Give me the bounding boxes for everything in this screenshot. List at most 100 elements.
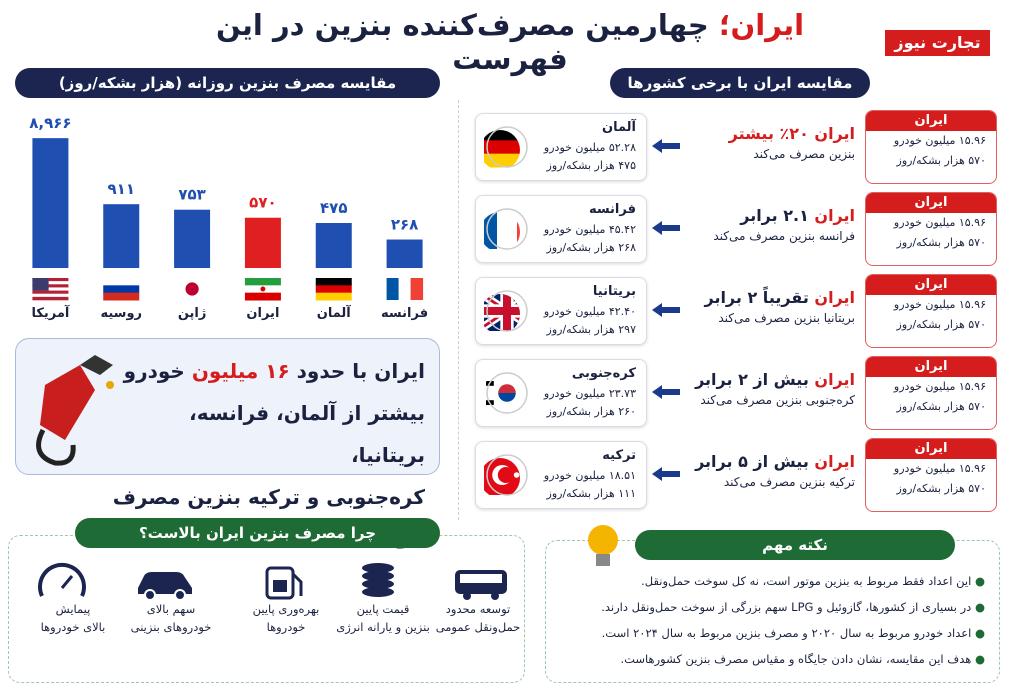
fuel-can-icon xyxy=(265,566,303,600)
flag-part xyxy=(103,285,140,294)
flag-part xyxy=(497,212,518,249)
comparison-lead: ایران xyxy=(814,452,855,471)
logo: تجارت نیوز xyxy=(885,30,990,56)
note-text: این اعداد فقط مربوط به بنزین موتور است، … xyxy=(641,574,972,588)
arrow-shape xyxy=(652,385,680,399)
country-barrels: ۲۹۷ هزار بشکه/روز xyxy=(546,323,636,336)
reason-item: سهم بالای خودروهای بنزینی xyxy=(121,600,221,636)
flag xyxy=(315,278,352,301)
country-card: ترکیه ۱۸.۵۱ میلیون خودرو ۱۱۱ هزار بشکه/روز xyxy=(475,441,647,509)
note-text: هدف این مقایسه، نشان دادن جایگاه و مقیاس… xyxy=(620,652,972,666)
flag-part xyxy=(398,278,412,300)
flag-part xyxy=(103,278,140,286)
iran-card-cars: ۱۵.۹۶ میلیون خودرو xyxy=(893,298,986,311)
bar xyxy=(32,138,69,268)
pump-body xyxy=(40,365,95,440)
value-label: ۸,۹۶۶ xyxy=(29,114,71,132)
comparison-headline: ایران بیش از ۵ برابر xyxy=(670,452,855,471)
bar xyxy=(386,239,423,268)
note-text: در بسیاری از کشورها، گازوئیل و LPG سهم ب… xyxy=(601,600,972,614)
comparison-lead: ایران xyxy=(814,124,855,143)
flag-part xyxy=(498,393,516,402)
flag-part xyxy=(32,287,69,291)
coins-icon xyxy=(362,563,394,597)
arrow xyxy=(652,303,680,317)
country-barrels: ۲۶۰ هزار بشکه/روز xyxy=(546,405,636,418)
iran-card-barrels: ۵۷۰ هزار بشکه/روز xyxy=(896,482,986,495)
country-name: فرانسه xyxy=(588,202,636,217)
arrow-shape xyxy=(652,303,680,317)
iran-card: ایران ۱۵.۹۶ میلیون خودرو ۵۷۰ هزار بشکه/روز xyxy=(865,274,997,348)
flag xyxy=(484,212,520,249)
callout-highlight: ۱۶ میلیون xyxy=(191,359,290,383)
reason-line: بالای خودروها xyxy=(40,620,106,634)
flag-ring xyxy=(486,126,528,168)
flag-part xyxy=(244,292,281,301)
comparison-lead: ایران xyxy=(814,288,855,307)
flag-part xyxy=(386,278,400,300)
reason-line: توسعه محدود xyxy=(445,602,511,616)
flag-part xyxy=(484,307,520,315)
iran-card: ایران ۱۵.۹۶ میلیون خودرو ۵۷۰ هزار بشکه/روز xyxy=(865,356,997,430)
flag-ring xyxy=(486,454,528,496)
chart-title: مقایسه مصرف بنزین روزانه (هزار بشکه/روز) xyxy=(15,68,440,98)
comparison-ratio: بیش از ۵ برابر xyxy=(695,452,809,471)
comparison-sub: بریتانیا بنزین مصرف می‌کند xyxy=(718,311,855,325)
reason-line: خودروها xyxy=(266,620,306,634)
reason-item: توسعه محدود حمل‌ونقل عمومی xyxy=(428,600,528,636)
reason-line: قیمت پایین xyxy=(356,602,410,616)
iran-card: ایران ۱۵.۹۶ میلیون خودرو ۵۷۰ هزار بشکه/روز xyxy=(865,192,997,266)
country-cars: ۵۲.۲۸ میلیون خودرو xyxy=(543,141,636,154)
flag-part xyxy=(32,293,69,298)
iran-card: ایران ۱۵.۹۶ میلیون خودرو ۵۷۰ هزار بشکه/روز xyxy=(865,438,997,512)
callout-box xyxy=(15,338,440,475)
country-flag xyxy=(484,372,528,414)
x-tick-label: آمریکا xyxy=(31,304,69,321)
country-flag xyxy=(484,290,528,334)
reason-line: سهم بالای xyxy=(146,602,196,616)
flag-part xyxy=(32,284,69,288)
iran-card-name: ایران xyxy=(866,193,996,213)
flag-part xyxy=(484,212,498,249)
reason-line: حمل‌ونقل عمومی xyxy=(435,620,521,634)
reason-line: بنزین و یارانه انرژی xyxy=(336,620,430,634)
value-label: ۲۶۸ xyxy=(391,216,418,234)
value-label: ۵۷۰ xyxy=(249,194,276,212)
comparison-headline: ایران بیش از ۲ برابر xyxy=(670,370,855,389)
flag xyxy=(484,130,520,168)
comparison-sub: ترکیه بنزین مصرف می‌کند xyxy=(723,475,855,489)
flag-part xyxy=(315,292,352,301)
flag-ring xyxy=(486,290,528,332)
iran-card-barrels: ۵۷۰ هزار بشکه/روز xyxy=(896,400,986,413)
arrow-shape xyxy=(652,139,680,153)
arrow xyxy=(652,385,680,399)
comparison-headline: ایران ۲.۱ برابر xyxy=(670,206,855,225)
arrow xyxy=(652,467,680,481)
flag-part xyxy=(315,285,352,294)
arrow-shape xyxy=(652,221,680,235)
country-card: کره‌جنوبی ۲۳.۷۳ میلیون خودرو ۲۶۰ هزار بشکه… xyxy=(475,359,647,427)
iran-card-cars: ۱۵.۹۶ میلیون خودرو xyxy=(893,134,986,147)
note-item: ● اعداد خودرو مربوط به سال ۲۰۲۰ و مصرف ب… xyxy=(565,626,985,640)
flag-part xyxy=(32,296,69,301)
title-highlight: ایران؛ xyxy=(718,8,805,42)
iran-card-name: ایران xyxy=(866,111,996,131)
note-item: ● این اعداد فقط مربوط به بنزین موتور است… xyxy=(565,574,985,588)
country-flag xyxy=(484,208,528,250)
pump-nozzle xyxy=(80,355,113,375)
flag-part xyxy=(32,278,69,282)
title: ایران؛ چهارمین مصرف‌کننده بنزین در این ف… xyxy=(170,8,850,76)
country-name: آلمان xyxy=(601,120,636,135)
note-item: ● در بسیاری از کشورها، گازوئیل و LPG سهم… xyxy=(565,600,985,614)
comparison-headline: ایران ۲۰٪ بیشتر xyxy=(670,124,855,143)
bullet: ● xyxy=(971,600,985,614)
country-barrels: ۱۱۱ هزار بشکه/روز xyxy=(546,487,636,500)
note-title: نکته مهم xyxy=(635,530,955,560)
value-label: ۷۵۳ xyxy=(178,186,205,204)
flag xyxy=(484,458,520,495)
country-name: ترکیه xyxy=(602,448,636,463)
iran-card-name: ایران xyxy=(866,357,996,377)
comparison-text: ایران تقریباً ۲ برابر بریتانیا بنزین مصرف… xyxy=(670,288,855,325)
country-cars: ۴۲.۴۰ میلیون خودرو xyxy=(543,305,636,318)
flag-part xyxy=(315,278,352,286)
